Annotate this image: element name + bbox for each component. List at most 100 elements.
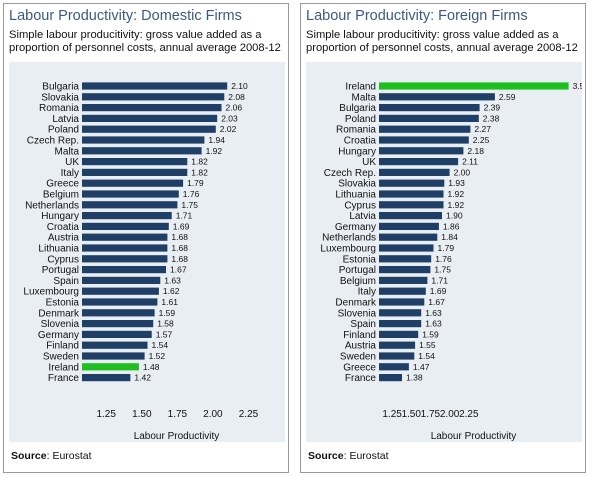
category-label: Netherlands [322,233,376,244]
bar [82,201,178,209]
bar [379,179,445,187]
category-label: Austria [48,233,80,244]
bar-chart-foreign: Ireland 3.55 Malta 2.59 Bulgaria 2.39 Poland 2.… [320,81,582,442]
bar-chart-domestic: Bulgaria 2.10 Slovakia 2.08 Romania 2.06 Latvi… [23,81,258,442]
value-label: 2.03 [221,113,238,123]
category-label: Lithuania [38,244,79,255]
category-label: Slovakia [338,179,376,190]
category-label: Malta [55,146,80,157]
value-label: 1.54 [152,340,169,350]
bar [82,374,131,382]
bar [82,114,218,122]
category-label: Estonia [343,254,377,265]
bar [379,158,459,166]
value-label: 1.42 [134,373,151,383]
x-tick-label: 1.75 [421,409,441,420]
value-label: 1.86 [443,221,460,231]
value-label: 1.57 [156,329,173,339]
value-label: 1.38 [406,373,423,383]
category-label: Ireland [48,362,79,373]
category-label: Hungary [338,146,376,157]
bar [82,320,154,328]
bar [82,363,139,371]
bar [379,320,422,328]
bar [379,104,480,112]
value-label: 1.47 [413,362,430,372]
value-label: 2.00 [454,167,471,177]
category-label: Finland [46,341,79,352]
value-label: 1.59 [159,308,176,318]
value-label: 1.69 [173,221,190,231]
chart-title: Labour Productivity: Foreign Firms [306,8,528,24]
bar [379,244,434,252]
category-label: Cyprus [47,254,79,265]
category-label: France [48,373,80,384]
value-label: 1.79 [187,178,204,188]
bar [379,190,444,198]
value-label: 1.82 [191,157,208,167]
value-label: 1.63 [425,308,442,318]
value-label: 2.11 [462,157,478,167]
value-label: 1.71 [431,275,448,285]
bar [379,114,479,122]
category-label: Lithuania [335,190,376,201]
bar [379,147,464,155]
source-note: Source: Eurostat [308,450,389,462]
value-label: 1.92 [206,146,223,156]
value-label: 1.68 [171,254,188,264]
bar [82,136,205,144]
bar [379,363,409,371]
category-label: Bulgaria [42,82,79,93]
category-label: Slovenia [41,319,80,330]
category-label: Czech Rep. [27,136,79,147]
category-label: Austria [345,341,377,352]
category-label: Germany [335,222,376,233]
value-label: 1.94 [208,135,225,145]
value-label: 2.08 [228,92,245,102]
value-label: 2.02 [220,124,237,134]
value-label: 2.10 [231,81,248,91]
value-label: 1.63 [164,275,181,285]
x-tick-label: 1.50 [132,409,152,420]
value-label: 2.39 [484,103,501,113]
value-label: 1.79 [438,243,455,253]
bar [379,330,419,338]
category-label: Portugal [339,265,376,276]
category-label: Bulgaria [339,103,376,114]
bar [82,255,168,263]
value-label: 2.06 [226,103,243,113]
bar [82,244,168,252]
bar [379,93,495,101]
bar [82,266,166,274]
category-label: Estonia [46,298,80,309]
category-label: Slovenia [338,308,377,319]
bar [82,190,179,198]
bar [379,201,444,209]
bar [82,82,228,90]
value-label: 3.55 [573,81,582,91]
bar [379,266,431,274]
value-label: 1.68 [171,232,188,242]
category-label: UK [362,157,376,168]
bar [379,136,469,144]
category-label: Poland [48,125,79,136]
chart-panel-domestic: Labour Productivity: Domestic Firms Simp… [3,3,289,473]
bar [379,82,569,90]
bar [82,309,155,317]
bar [82,287,159,295]
value-label: 1.92 [448,200,465,210]
category-label: Luxembourg [23,287,79,298]
value-label: 1.48 [143,362,160,372]
category-label: Spain [350,319,376,330]
source-text: : Eurostat [46,450,92,462]
source-note: Source: Eurostat [11,450,92,462]
category-label: Portugal [42,265,79,276]
source-label: Source [11,450,47,462]
value-label: 1.92 [448,189,465,199]
bar [82,233,168,241]
category-label: Malta [352,92,377,103]
value-label: 1.54 [418,351,435,361]
category-label: Sweden [43,352,79,363]
value-label: 1.59 [422,329,439,339]
bar [379,374,402,382]
